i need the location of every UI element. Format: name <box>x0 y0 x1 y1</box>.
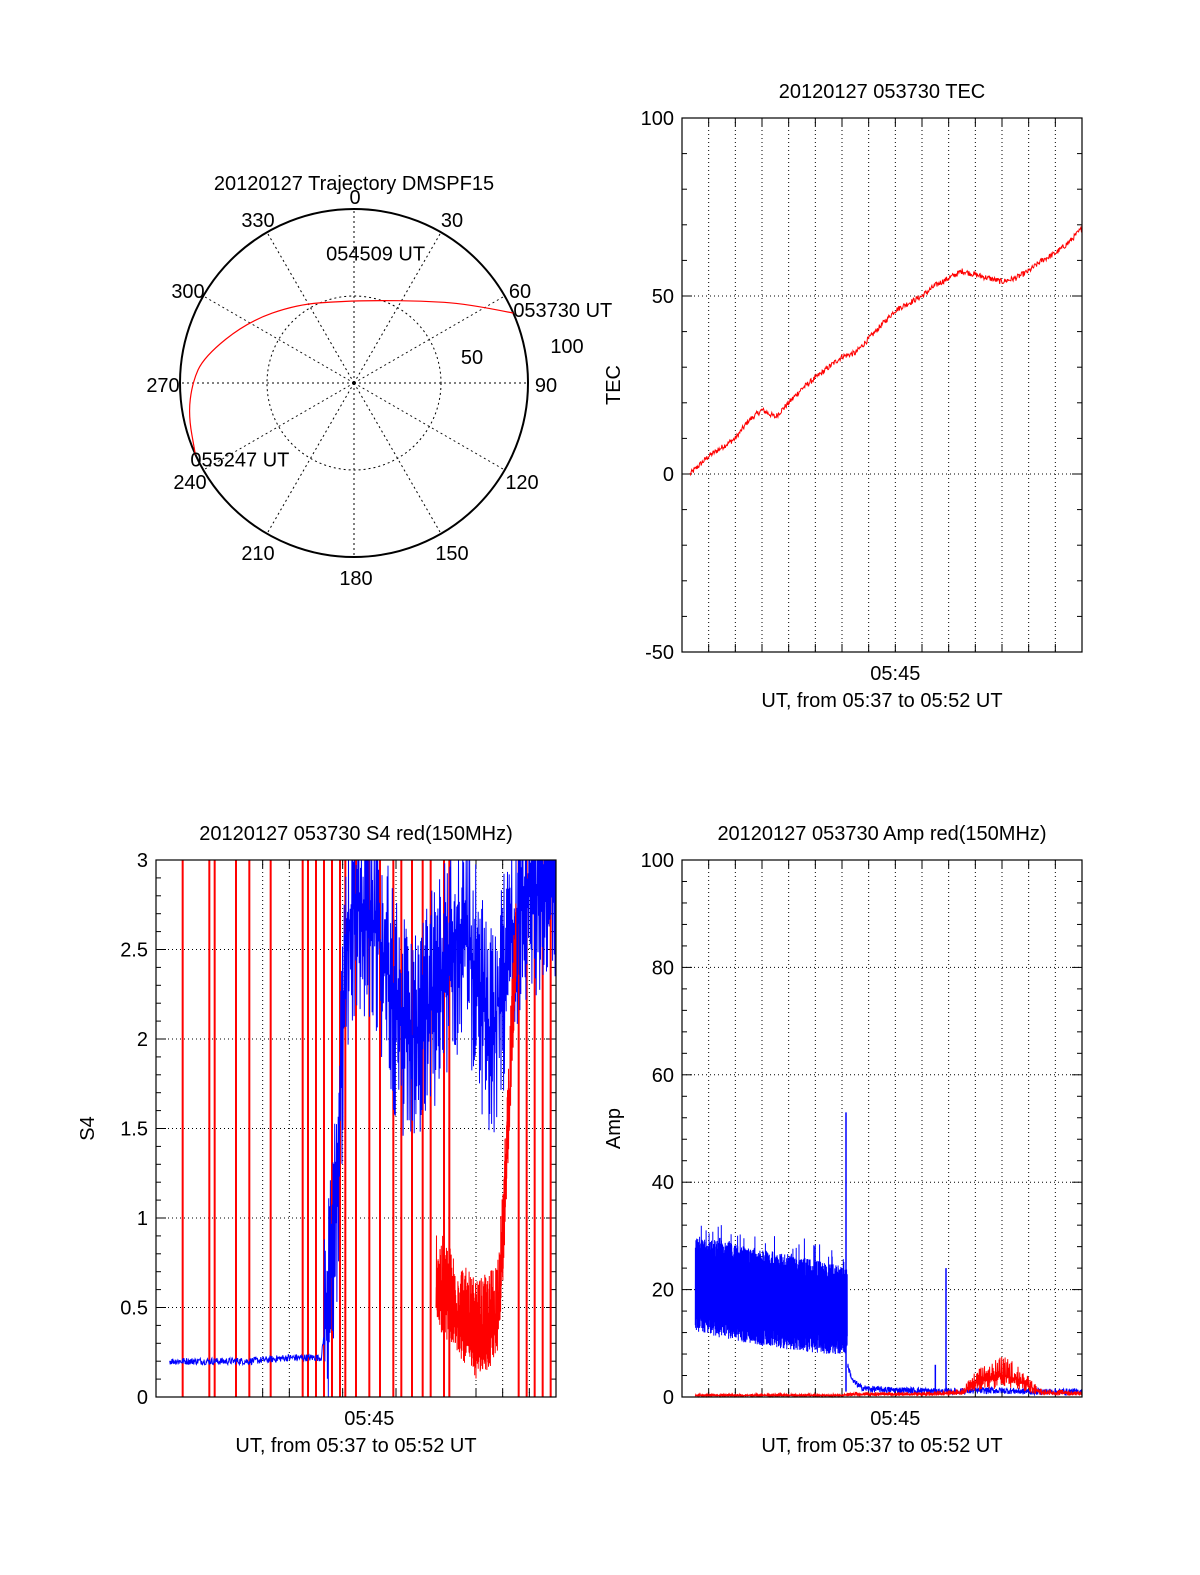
amp-blue-series-line <box>846 1363 1083 1397</box>
trajectory-grid-spoke <box>266 232 355 384</box>
trajectory-azimuth-label: 240 <box>173 472 206 494</box>
trajectory-time-annotation: 054509 UT <box>326 243 425 265</box>
tec-y-tick-label: 50 <box>652 286 674 308</box>
trajectory-grid-spoke <box>203 382 355 471</box>
trajectory-azimuth-label: 90 <box>535 375 557 397</box>
s4-y-tick-label: 0 <box>137 1387 148 1409</box>
s4-y-tick-label: 2 <box>137 1029 148 1051</box>
amp-x-tick-label: 05:45 <box>870 1408 920 1430</box>
s4-y-tick-label: 3 <box>137 850 148 872</box>
tec-y-axis-label: TEC <box>603 365 625 405</box>
amp-y-tick-label: 100 <box>641 850 674 872</box>
trajectory-grid-spoke <box>203 295 355 384</box>
trajectory-outer-ring <box>179 208 529 558</box>
amp-red-series-line <box>694 1356 1083 1399</box>
s4-y-axis-label: S4 <box>77 1116 99 1140</box>
tec-x-axis-label: UT, from 05:37 to 05:52 UT <box>761 690 1002 712</box>
tec-y-tick-label: -50 <box>645 642 674 664</box>
s4-y-tick-label: 1 <box>137 1208 148 1230</box>
trajectory-time-annotation: 055247 UT <box>190 450 289 472</box>
s4-y-tick-label: 1.5 <box>120 1119 148 1141</box>
trajectory-ring-label: 50 <box>461 347 483 369</box>
tec-y-tick-label: 0 <box>663 464 674 486</box>
s4-red-series-line <box>435 903 517 1379</box>
tec-title: 20120127 053730 TEC <box>779 81 985 103</box>
amp-x-axis-label: UT, from 05:37 to 05:52 UT <box>761 1435 1002 1457</box>
s4-blue-series-line <box>169 860 556 1397</box>
s4-x-axis-label: UT, from 05:37 to 05:52 UT <box>235 1435 476 1457</box>
trajectory-azimuth-label: 270 <box>146 375 179 397</box>
trajectory-title: 20120127 Trajectory DMSPF15 <box>214 173 494 195</box>
trajectory-azimuth-label: 0 <box>349 187 360 209</box>
tec-series-line <box>689 225 1083 477</box>
tec-axes-frame <box>681 117 1083 653</box>
tec-y-tick-label: 100 <box>641 108 674 130</box>
trajectory-azimuth-label: 210 <box>241 543 274 565</box>
trajectory-path <box>188 300 514 455</box>
trajectory-azimuth-label: 300 <box>171 281 204 303</box>
trajectory-ring-label: 100 <box>550 336 583 358</box>
s4-x-tick-label: 05:45 <box>344 1408 394 1430</box>
s4-y-tick-label: 2.5 <box>120 940 148 962</box>
trajectory-azimuth-label: 120 <box>505 472 538 494</box>
amp-y-tick-label: 60 <box>652 1065 674 1087</box>
trajectory-azimuth-label: 180 <box>339 568 372 590</box>
amp-y-axis-label: Amp <box>603 1108 625 1149</box>
amp-blue-band <box>694 1225 848 1355</box>
s4-y-tick-label: 0.5 <box>120 1298 148 1320</box>
trajectory-time-annotation: 053730 UT <box>513 300 612 322</box>
amp-y-tick-label: 80 <box>652 957 674 979</box>
amp-y-tick-label: 0 <box>663 1387 674 1409</box>
trajectory-azimuth-label: 330 <box>241 210 274 232</box>
amp-y-tick-label: 40 <box>652 1172 674 1194</box>
amp-y-tick-label: 20 <box>652 1280 674 1302</box>
trajectory-azimuth-label: 60 <box>509 281 531 303</box>
amp-axes-frame <box>681 859 1083 1398</box>
tec-x-tick-label: 05:45 <box>870 663 920 685</box>
tec-plot-area <box>682 118 1082 652</box>
s4-series-group <box>169 860 556 1397</box>
trajectory-grid-spoke <box>353 232 442 384</box>
s4-axes-frame <box>155 859 557 1398</box>
trajectory-azimuth-label: 30 <box>441 210 463 232</box>
amp-title: 20120127 053730 Amp red(150MHz) <box>717 823 1046 845</box>
trajectory-azimuth-label: 150 <box>435 543 468 565</box>
trajectory-grid-ring-50 <box>266 295 442 471</box>
s4-title: 20120127 053730 S4 red(150MHz) <box>199 823 513 845</box>
